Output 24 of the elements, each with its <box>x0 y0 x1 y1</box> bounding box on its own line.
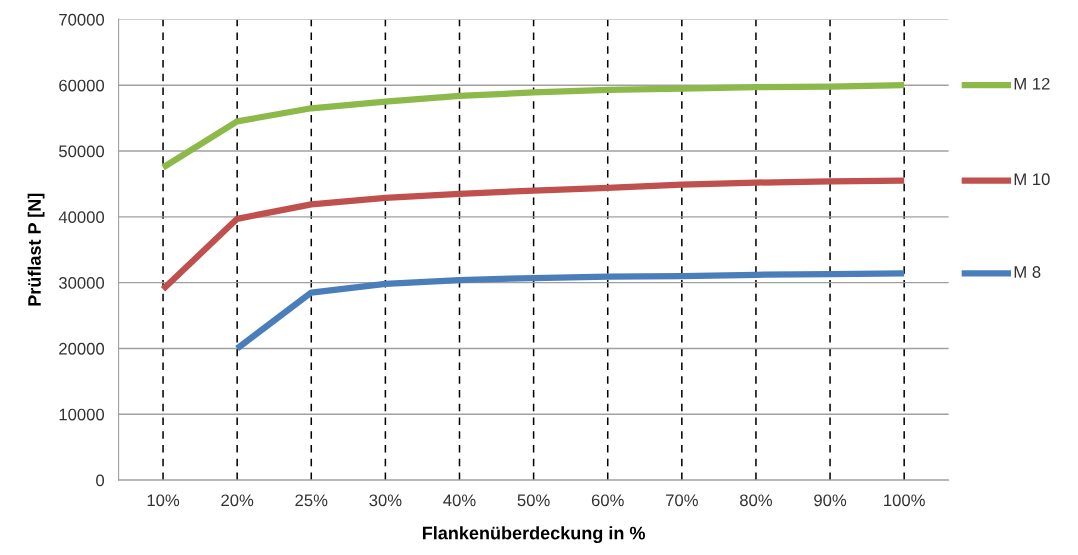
y-tick-label: 0 <box>96 474 105 487</box>
x-tick-label: 80% <box>739 494 773 507</box>
x-tick-label: 20% <box>221 494 254 507</box>
y-tick-label: 70000 <box>59 13 105 26</box>
x-tick-label: 70% <box>666 494 698 507</box>
y-tick-label: 20000 <box>59 342 105 355</box>
y-tick-label: 10000 <box>59 408 105 421</box>
x-tick-label: 25% <box>295 494 328 507</box>
x-axis-title: Flankenüberdeckung in % <box>422 526 646 544</box>
legend-label: M 12 <box>1014 77 1050 90</box>
x-tick-label: 50% <box>517 494 550 507</box>
y-axis-title: Prüflast P [N] <box>27 193 45 306</box>
x-tick-label: 30% <box>369 494 402 507</box>
legend-label: M 8 <box>1014 266 1041 278</box>
x-tick-label: 100% <box>884 494 925 507</box>
x-tick-label: 10% <box>147 494 180 507</box>
x-tick-label: 40% <box>443 494 476 507</box>
y-tick-label: 50000 <box>59 145 105 158</box>
y-tick-label: 30000 <box>58 277 105 289</box>
y-tick-label: 40000 <box>58 211 105 224</box>
x-tick-label: 90% <box>814 494 847 507</box>
y-tick-label: 60000 <box>59 79 105 92</box>
x-tick-label: 60% <box>591 494 624 507</box>
legend-label: M 10 <box>1014 173 1050 186</box>
